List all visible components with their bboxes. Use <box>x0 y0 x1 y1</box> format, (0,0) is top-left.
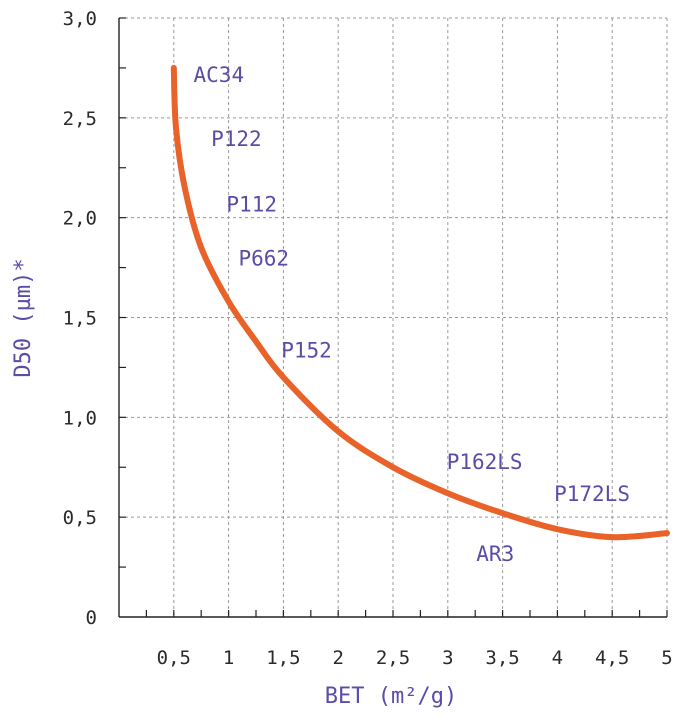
y-axis-title: D50 (µm)* <box>11 258 36 377</box>
x-tick-label: 5 <box>661 647 672 669</box>
y-tick-label: 0,5 <box>63 507 97 529</box>
point-label: P122 <box>211 127 262 151</box>
y-tick-labels: 0 0,5 1,0 1,5 2,0 2,5 3,0 <box>63 8 97 629</box>
x-tick-label: 0,5 <box>157 647 191 669</box>
y-tick-label: 2,0 <box>63 208 97 230</box>
x-tick-label: 1 <box>223 647 234 669</box>
point-label: AC34 <box>194 63 245 87</box>
y-tick-label: 2,5 <box>63 108 97 130</box>
point-label: P172LS <box>554 482 630 506</box>
point-label: P112 <box>226 193 277 217</box>
y-tick-label: 3,0 <box>63 8 97 30</box>
x-tick-label: 3 <box>442 647 453 669</box>
point-label: P662 <box>238 247 289 271</box>
axes <box>118 17 668 618</box>
point-label: P152 <box>281 338 332 362</box>
x-tick-label: 4 <box>552 647 563 669</box>
x-tick-label: 1,5 <box>266 647 300 669</box>
x-axis-title: BET (m²/g) <box>325 684 457 709</box>
x-tick-labels: 0,5 1 1,5 2 2,5 3 3,5 4 4,5 5 <box>157 647 673 669</box>
point-label: AR3 <box>476 542 514 566</box>
x-tick-label: 3,5 <box>485 647 519 669</box>
y-tick-label: 1,0 <box>63 407 97 429</box>
point-label: P162LS <box>447 450 523 474</box>
y-tick-label: 1,5 <box>63 308 97 330</box>
annotations: AC34 P122 P112 P662 P152 P162LS P172LS AR3 <box>194 63 630 566</box>
series-group <box>170 64 670 541</box>
x-tick-label: 2 <box>332 647 343 669</box>
gridlines <box>119 17 668 617</box>
x-tick-label: 2,5 <box>376 647 410 669</box>
x-tick-label: 4,5 <box>595 647 629 669</box>
series-line <box>170 64 670 541</box>
y-tick-label: 0 <box>86 607 97 629</box>
